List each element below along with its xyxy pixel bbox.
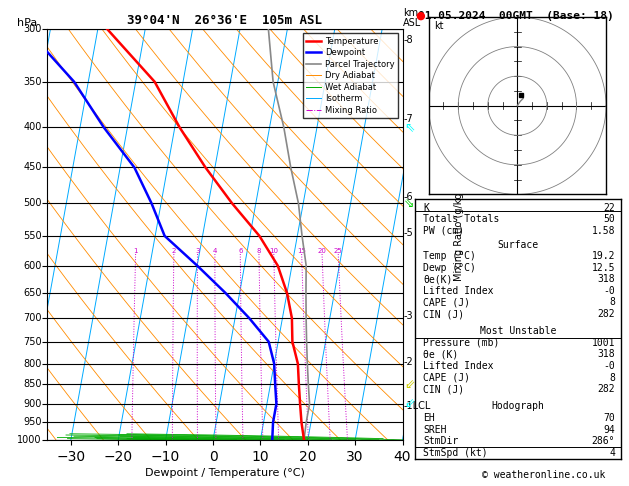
Text: 10: 10 (269, 248, 278, 254)
Text: 282: 282 (598, 309, 615, 319)
Text: 4: 4 (213, 248, 217, 254)
Text: 300: 300 (23, 24, 42, 34)
Text: 1.58: 1.58 (592, 226, 615, 236)
Text: 2: 2 (172, 248, 176, 254)
Text: Pressure (mb): Pressure (mb) (423, 338, 500, 348)
Text: 1000: 1000 (18, 435, 42, 445)
Text: θe (K): θe (K) (423, 349, 459, 360)
Text: 500: 500 (23, 198, 42, 208)
Text: StmSpd (kt): StmSpd (kt) (423, 448, 488, 458)
Text: 8: 8 (610, 373, 615, 382)
Text: 8: 8 (257, 248, 261, 254)
Text: Mixing Ratio (g/kg): Mixing Ratio (g/kg) (454, 189, 464, 280)
Text: 12.5: 12.5 (592, 263, 615, 273)
Text: 15: 15 (298, 248, 306, 254)
Text: 25: 25 (334, 248, 343, 254)
Text: K: K (423, 203, 429, 213)
Text: 400: 400 (23, 122, 42, 132)
Text: 350: 350 (23, 77, 42, 87)
Text: 70: 70 (603, 413, 615, 423)
Text: ⇙: ⇙ (404, 398, 415, 410)
Text: EH: EH (423, 413, 435, 423)
Text: Most Unstable: Most Unstable (480, 327, 557, 336)
Text: Totals Totals: Totals Totals (423, 214, 500, 224)
Text: ⇙: ⇙ (404, 378, 415, 391)
Legend: Temperature, Dewpoint, Parcel Trajectory, Dry Adiabat, Wet Adiabat, Isotherm, Mi: Temperature, Dewpoint, Parcel Trajectory… (303, 34, 398, 118)
Text: CAPE (J): CAPE (J) (423, 373, 470, 382)
Text: ⇘: ⇘ (404, 197, 415, 210)
Text: 900: 900 (23, 399, 42, 409)
Text: 750: 750 (23, 337, 42, 347)
Text: 700: 700 (23, 313, 42, 323)
Text: PW (cm): PW (cm) (423, 226, 465, 236)
Text: 286°: 286° (592, 436, 615, 446)
Text: 318: 318 (598, 275, 615, 284)
Text: CAPE (J): CAPE (J) (423, 297, 470, 308)
Text: -1LCL: -1LCL (404, 401, 431, 411)
Text: -5: -5 (404, 228, 413, 238)
Title: 39°04'N  26°36'E  105m ASL: 39°04'N 26°36'E 105m ASL (127, 14, 323, 27)
Text: Dewp (°C): Dewp (°C) (423, 263, 476, 273)
Text: hPa: hPa (17, 18, 37, 28)
Text: 318: 318 (598, 349, 615, 360)
Text: 1: 1 (133, 248, 138, 254)
Text: km
ASL: km ASL (403, 8, 421, 28)
Text: kt: kt (435, 21, 444, 31)
Text: -0: -0 (603, 286, 615, 296)
X-axis label: Dewpoint / Temperature (°C): Dewpoint / Temperature (°C) (145, 468, 305, 478)
Text: 22: 22 (603, 203, 615, 213)
Text: 800: 800 (23, 359, 42, 369)
Text: Hodograph: Hodograph (492, 401, 545, 412)
Text: Lifted Index: Lifted Index (423, 361, 494, 371)
Text: Lifted Index: Lifted Index (423, 286, 494, 296)
Text: ⇖: ⇖ (404, 121, 415, 134)
Text: 450: 450 (23, 162, 42, 173)
Text: -3: -3 (404, 311, 413, 321)
Text: -0: -0 (603, 361, 615, 371)
Text: CIN (J): CIN (J) (423, 384, 465, 394)
Text: -2: -2 (404, 357, 413, 366)
Text: 600: 600 (23, 260, 42, 271)
Text: 19.2: 19.2 (592, 251, 615, 261)
Text: -8: -8 (404, 35, 413, 45)
Text: Temp (°C): Temp (°C) (423, 251, 476, 261)
Text: -6: -6 (404, 191, 413, 202)
Text: 650: 650 (23, 288, 42, 298)
Text: 3: 3 (195, 248, 200, 254)
Text: 282: 282 (598, 384, 615, 394)
Text: 94: 94 (603, 425, 615, 434)
Text: SREH: SREH (423, 425, 447, 434)
Text: 1001: 1001 (592, 338, 615, 348)
Text: 550: 550 (23, 231, 42, 241)
Text: 4: 4 (610, 448, 615, 458)
Text: 50: 50 (603, 214, 615, 224)
Text: 950: 950 (23, 417, 42, 427)
Text: 20: 20 (318, 248, 326, 254)
Text: CIN (J): CIN (J) (423, 309, 465, 319)
Text: ●: ● (415, 11, 425, 21)
Text: -7: -7 (404, 114, 413, 123)
Text: 01.05.2024  00GMT  (Base: 18): 01.05.2024 00GMT (Base: 18) (418, 11, 614, 21)
Text: 850: 850 (23, 380, 42, 389)
Text: 8: 8 (610, 297, 615, 308)
Text: StmDir: StmDir (423, 436, 459, 446)
Text: 6: 6 (238, 248, 243, 254)
Text: © weatheronline.co.uk: © weatheronline.co.uk (482, 470, 606, 480)
Text: Surface: Surface (498, 240, 539, 250)
Text: θe(K): θe(K) (423, 275, 453, 284)
